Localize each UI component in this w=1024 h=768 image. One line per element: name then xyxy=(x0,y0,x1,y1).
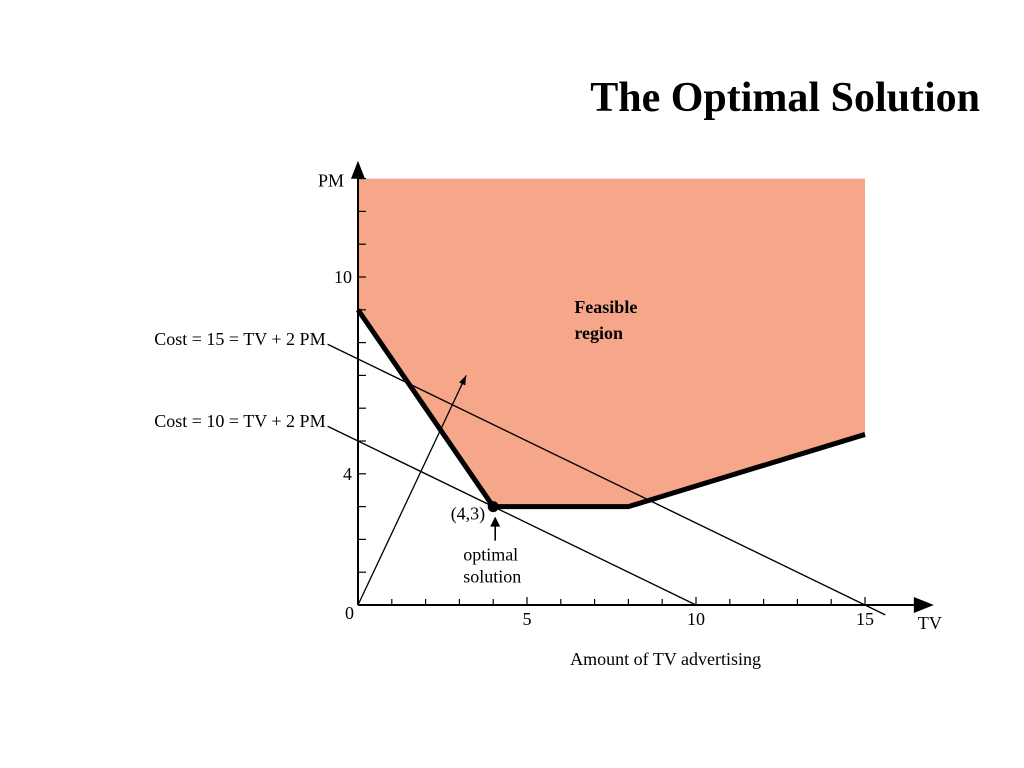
feasible-region xyxy=(358,178,865,507)
y-axis-arrowhead xyxy=(351,160,365,179)
cost-direction-arrow xyxy=(357,375,467,606)
iso-cost-label: Cost = 10 = TV + 2 PM xyxy=(154,411,325,431)
optimal-caption: optimal xyxy=(463,545,518,565)
optimal-point-marker xyxy=(487,501,499,513)
cost-direction-arrowhead xyxy=(459,375,467,386)
feasible-boundary xyxy=(355,308,866,510)
y-tick-label: 4 xyxy=(343,464,352,484)
feasible-region-label: Feasible xyxy=(574,297,637,317)
iso-cost-line xyxy=(327,343,886,616)
x-axis-label: TV xyxy=(918,613,942,633)
feasible-region-label: region xyxy=(574,323,623,343)
origin-label: 0 xyxy=(345,603,354,623)
x-tick-label: 5 xyxy=(523,609,532,629)
x-tick-label: 15 xyxy=(856,609,874,629)
x-tick-label: 10 xyxy=(687,609,705,629)
iso-cost-line xyxy=(327,425,697,606)
optimal-point-label: (4,3) xyxy=(451,504,486,525)
y-tick-label: 10 xyxy=(334,267,352,287)
slide-title: The Optimal Solution xyxy=(590,75,980,121)
optimal-pointer-arrowhead xyxy=(490,516,501,527)
y-axis-label: PM xyxy=(318,171,344,191)
x-axis-arrowhead xyxy=(913,597,934,613)
iso-cost-label: Cost = 15 = TV + 2 PM xyxy=(154,329,325,349)
optimal-caption: solution xyxy=(463,567,521,587)
x-axis-title: Amount of TV advertising xyxy=(570,649,761,669)
